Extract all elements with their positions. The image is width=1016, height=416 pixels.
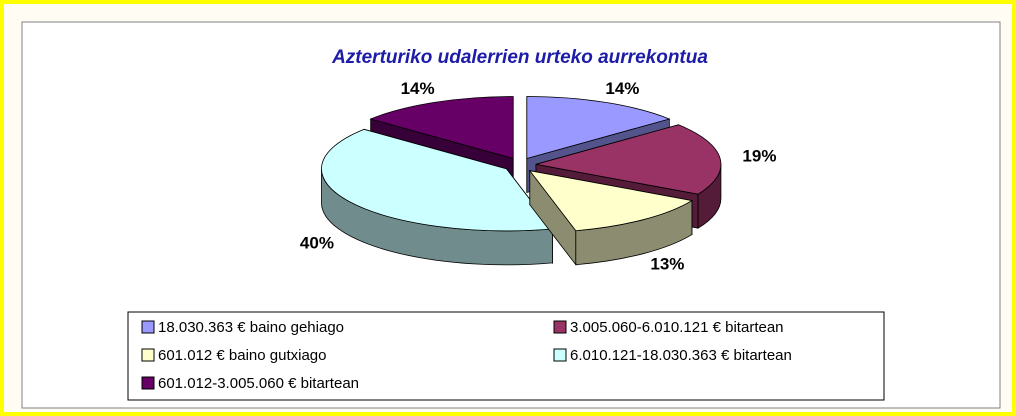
pie-slice xyxy=(321,128,554,232)
chart-title: Azterturiko udalerrien urteko aurrekontu… xyxy=(331,47,708,68)
legend-swatch xyxy=(553,320,567,334)
legend-swatch xyxy=(141,348,155,362)
data-label: 19% xyxy=(742,147,776,166)
legend-label: 601.012 € baino gutxiago xyxy=(158,347,326,364)
legend-swatch xyxy=(141,376,155,390)
pie-slice xyxy=(528,170,694,232)
legend-label: 3.005.060-6.010.121 € bitartean xyxy=(570,319,784,336)
legend-swatch xyxy=(141,320,155,334)
pie-slice xyxy=(526,96,671,160)
legend-label: 6.010.121-18.030.363 € bitartean xyxy=(570,347,792,364)
legend-label: 601.012-3.005.060 € bitartean xyxy=(158,375,359,392)
data-label: 13% xyxy=(650,255,684,274)
legend-box xyxy=(127,311,885,401)
data-label: 40% xyxy=(300,233,334,252)
legend-label: 18.030.363 € baino gehiago xyxy=(158,319,344,336)
pie-slice xyxy=(369,96,514,160)
data-label: 14% xyxy=(605,79,639,98)
legend-swatch xyxy=(553,348,567,362)
data-label: 14% xyxy=(401,79,435,98)
pie-slice xyxy=(535,124,722,195)
